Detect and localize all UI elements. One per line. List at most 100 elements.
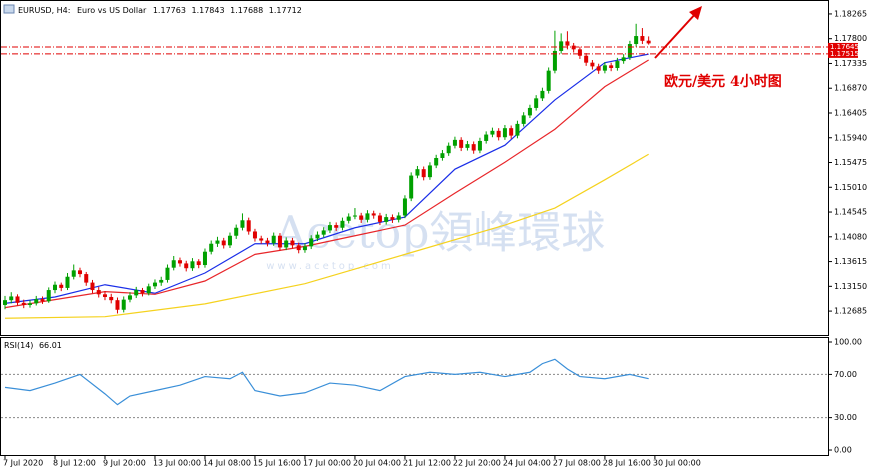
candle-body <box>546 70 551 91</box>
candle-body <box>159 279 164 283</box>
candle-body <box>377 215 382 222</box>
y-tick-label: 100.00 <box>834 337 862 346</box>
high: 1.17843 <box>191 6 224 15</box>
candle-body <box>77 270 82 275</box>
candle-body <box>434 157 439 166</box>
candle-body <box>52 284 57 291</box>
candle-body <box>65 276 70 288</box>
y-tick-label: 1.13150 <box>834 282 867 291</box>
candle-body <box>27 303 32 305</box>
candle-body <box>115 300 120 310</box>
candle-body <box>46 290 51 302</box>
candle-body <box>15 296 20 303</box>
candle-body <box>165 267 170 280</box>
candle-body <box>309 238 314 247</box>
candle-body <box>90 282 95 291</box>
candle-body <box>96 290 101 295</box>
price-label: 1.17645 <box>830 43 859 51</box>
candle-body <box>334 225 339 228</box>
candle-body <box>71 270 76 277</box>
rsi-header: RSI(14) 66.01 <box>4 341 62 350</box>
candle-body <box>427 165 432 178</box>
candle-body <box>146 286 151 294</box>
watermark: Acetop領峰環球 www.acetop.com <box>266 208 605 273</box>
x-tick-label: 22 Jul 20:00 <box>453 459 501 468</box>
arrow-head <box>689 6 702 20</box>
x-tick-label: 15 Jul 16:00 <box>253 459 301 468</box>
candle-body <box>302 246 307 251</box>
candle-body <box>321 230 326 235</box>
y-tick-label: 1.16870 <box>834 84 867 93</box>
candle-body <box>202 251 207 266</box>
y-tick-label: 1.16405 <box>834 108 867 117</box>
x-tick-label: 24 Jul 04:00 <box>503 459 551 468</box>
candle-body <box>196 261 201 266</box>
candle-body <box>621 57 626 62</box>
candle-body <box>552 50 557 71</box>
candle-body <box>390 217 395 220</box>
y-tick-label: 30.00 <box>834 413 857 422</box>
candle-body <box>559 41 564 51</box>
y-tick-label: 1.18265 <box>834 9 867 18</box>
candle-body <box>152 282 157 287</box>
candle-body <box>646 40 651 44</box>
price-box <box>828 42 858 51</box>
annotation: 欧元/美元 4小时图 <box>664 73 782 90</box>
candle-body <box>352 215 357 217</box>
candle-body <box>209 243 214 252</box>
candle-body <box>9 296 14 301</box>
candle-body <box>521 115 526 124</box>
candle-body <box>440 153 445 158</box>
candle-body <box>421 169 426 178</box>
candle-body <box>496 130 501 138</box>
candle-body <box>459 139 464 148</box>
candle-body <box>246 220 251 232</box>
candle-body <box>59 284 64 288</box>
candle-body <box>327 225 332 231</box>
candle-body <box>490 130 495 135</box>
candle-body <box>409 175 414 199</box>
price-panel <box>0 0 829 336</box>
x-tick-label: 14 Jul 08:00 <box>203 459 251 468</box>
candle-body <box>565 41 570 46</box>
indicator-line <box>4 358 649 406</box>
x-tick-label: 17 Jul 00:00 <box>303 459 351 468</box>
x-tick-label: 13 Jul 00:00 <box>153 459 201 468</box>
candle-body <box>402 198 407 216</box>
candle-body <box>215 240 220 244</box>
candle-body <box>252 231 257 239</box>
candle-body <box>602 65 607 71</box>
candle-body <box>365 213 370 220</box>
candle-body <box>84 274 89 283</box>
x-tick-label: 20 Jul 04:00 <box>353 459 401 468</box>
candle-body <box>121 299 126 310</box>
candle-body <box>471 144 476 151</box>
candle-body <box>609 65 614 68</box>
candle-body <box>134 290 139 296</box>
x-tick-label: 30 Jul 00:00 <box>653 459 701 468</box>
candle-body <box>290 240 295 246</box>
candle-body <box>415 169 420 176</box>
rsi-title: RSI(14) <box>4 341 33 350</box>
y-tick-label: 1.13615 <box>834 257 867 266</box>
candle-body <box>615 61 620 68</box>
y-tick-label: 1.15475 <box>834 158 867 167</box>
candle-body <box>634 36 639 45</box>
candle-body <box>34 299 39 304</box>
candle-body <box>259 238 264 241</box>
candle-body <box>171 260 176 268</box>
candle-body <box>277 235 282 248</box>
candle-body <box>265 240 270 244</box>
candle-body <box>177 260 182 264</box>
candle-body <box>346 216 351 221</box>
candle-body <box>515 123 520 136</box>
y-tick-label: 1.17800 <box>834 34 867 43</box>
x-tick-label: 27 Jul 08:00 <box>553 459 601 468</box>
candle-body <box>577 49 582 56</box>
candle-body <box>296 245 301 251</box>
candle-body <box>446 145 451 154</box>
y-tick-label: 1.12685 <box>834 307 867 316</box>
candle-body <box>590 62 595 67</box>
symbol: EURUSD, H4: <box>18 6 70 15</box>
